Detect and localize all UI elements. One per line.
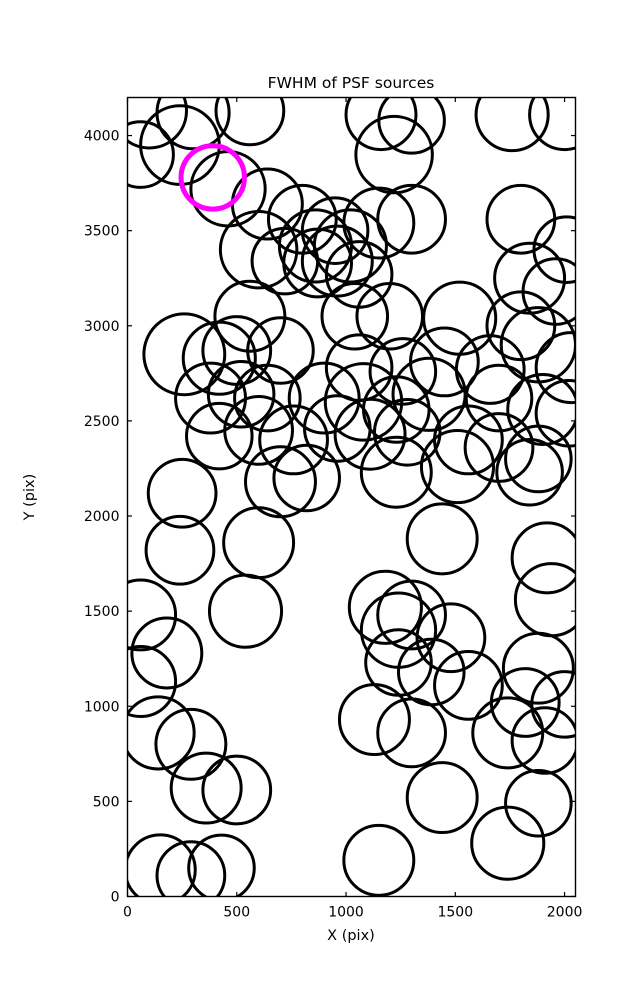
psf-source-circle bbox=[155, 840, 227, 897]
psf-source-circle bbox=[510, 521, 576, 595]
x-tick-label: 1000 bbox=[328, 905, 364, 921]
psf-source-circle bbox=[223, 395, 294, 466]
y-tick-label: 1500 bbox=[84, 604, 120, 620]
psf-source-circle bbox=[185, 401, 254, 471]
psf-source-circle bbox=[214, 97, 286, 147]
psf-source-circle bbox=[532, 215, 576, 284]
psf-source-circle bbox=[376, 579, 447, 651]
psf-source-circle bbox=[127, 578, 178, 652]
psf-source-circle bbox=[376, 183, 447, 255]
psf-source-circle bbox=[464, 363, 534, 433]
psf-source-circle bbox=[504, 769, 573, 838]
y-tick-label: 3500 bbox=[84, 224, 120, 240]
psf-source-circle bbox=[323, 362, 404, 442]
psf-source-circle bbox=[534, 331, 576, 405]
psf-source-circle bbox=[344, 97, 418, 152]
psf-source-circle bbox=[470, 805, 546, 881]
psf-source-circle bbox=[342, 186, 416, 260]
psf-source-circle bbox=[218, 209, 299, 290]
psf-source-circle bbox=[146, 457, 218, 529]
psf-source-circle bbox=[201, 754, 273, 826]
y-axis-label: Y (pix) bbox=[22, 474, 38, 522]
x-tick-labels: 0 500 1000 1500 2000 bbox=[123, 905, 582, 921]
psf-source-circle bbox=[130, 616, 204, 690]
psf-source-circle bbox=[405, 502, 479, 576]
psf-source-circle bbox=[127, 645, 178, 718]
psf-source-circle bbox=[303, 394, 372, 463]
psf-source-circle bbox=[246, 316, 315, 385]
psf-source-circle bbox=[376, 697, 447, 769]
psf-source-circle bbox=[154, 707, 228, 781]
y-tick-label: 4000 bbox=[84, 129, 120, 145]
plot-title: FWHM of PSF sources bbox=[268, 74, 435, 92]
psf-source-circle bbox=[272, 443, 341, 513]
psf-source-circle bbox=[206, 359, 276, 429]
psf-source-circle bbox=[504, 424, 573, 494]
psf-source-circle bbox=[372, 398, 442, 467]
psf-source-circle bbox=[485, 290, 557, 362]
psf-source-circle bbox=[337, 683, 411, 757]
y-tick-label: 1000 bbox=[84, 699, 120, 715]
psf-source-circle bbox=[127, 695, 196, 771]
psf-source-circle bbox=[187, 833, 256, 897]
x-axis-label: X (pix) bbox=[327, 928, 375, 944]
x-tick-label: 0 bbox=[123, 905, 132, 921]
psf-source-circle bbox=[415, 602, 487, 674]
psf-source-circle bbox=[233, 363, 302, 433]
psf-source-circle bbox=[142, 312, 227, 397]
psf-source-circle bbox=[250, 226, 320, 296]
source-circles-layer bbox=[127, 97, 576, 897]
psf-source-circle bbox=[320, 281, 390, 351]
psf-source-circle bbox=[127, 833, 197, 897]
psf-source-circle bbox=[501, 631, 575, 705]
y-tick-label: 3000 bbox=[84, 319, 120, 335]
psf-source-circle bbox=[342, 823, 416, 897]
psf-source-circle bbox=[405, 761, 479, 835]
psf-source-circle bbox=[510, 706, 576, 775]
psf-source-circle bbox=[127, 120, 175, 189]
tick-marks-layer bbox=[126, 97, 576, 898]
psf-source-circle bbox=[207, 573, 284, 649]
psf-source-circle bbox=[127, 97, 188, 150]
highlighted-source-layer bbox=[178, 143, 247, 212]
psf-source-circle bbox=[169, 751, 243, 825]
psf-source-circle bbox=[528, 97, 576, 152]
psf-source-circle bbox=[287, 361, 361, 435]
psf-source-circle bbox=[300, 224, 374, 298]
psf-source-circle bbox=[282, 227, 354, 299]
psf-source-circle bbox=[300, 196, 370, 265]
y-tick-label: 0 bbox=[111, 890, 120, 906]
y-tick-label: 2000 bbox=[84, 509, 120, 525]
psf-source-circle bbox=[258, 404, 329, 476]
psf-source-circle bbox=[419, 429, 496, 505]
x-tick-label: 2000 bbox=[547, 905, 583, 921]
psf-source-circle bbox=[530, 670, 576, 739]
psf-source-circle bbox=[495, 437, 564, 507]
y-tick-label: 2500 bbox=[84, 414, 120, 430]
psf-source-circle bbox=[333, 397, 407, 471]
psf-source-circle bbox=[474, 97, 550, 153]
y-tick-label: 500 bbox=[93, 794, 120, 810]
psf-source-circle bbox=[347, 569, 423, 645]
y-tick-labels: 0 500 1000 1500 2000 2500 3000 3500 4000 bbox=[84, 129, 120, 906]
psf-source-circle bbox=[359, 435, 433, 509]
highlighted-psf-source-circle bbox=[178, 143, 247, 212]
psf-source-circle bbox=[471, 696, 545, 770]
psf-source-circle bbox=[506, 373, 576, 446]
psf-source-circle bbox=[144, 514, 216, 586]
psf-source-circle bbox=[213, 279, 287, 353]
x-tick-label: 500 bbox=[223, 905, 250, 921]
x-tick-label: 1500 bbox=[437, 905, 473, 921]
psf-source-circle bbox=[433, 649, 504, 721]
